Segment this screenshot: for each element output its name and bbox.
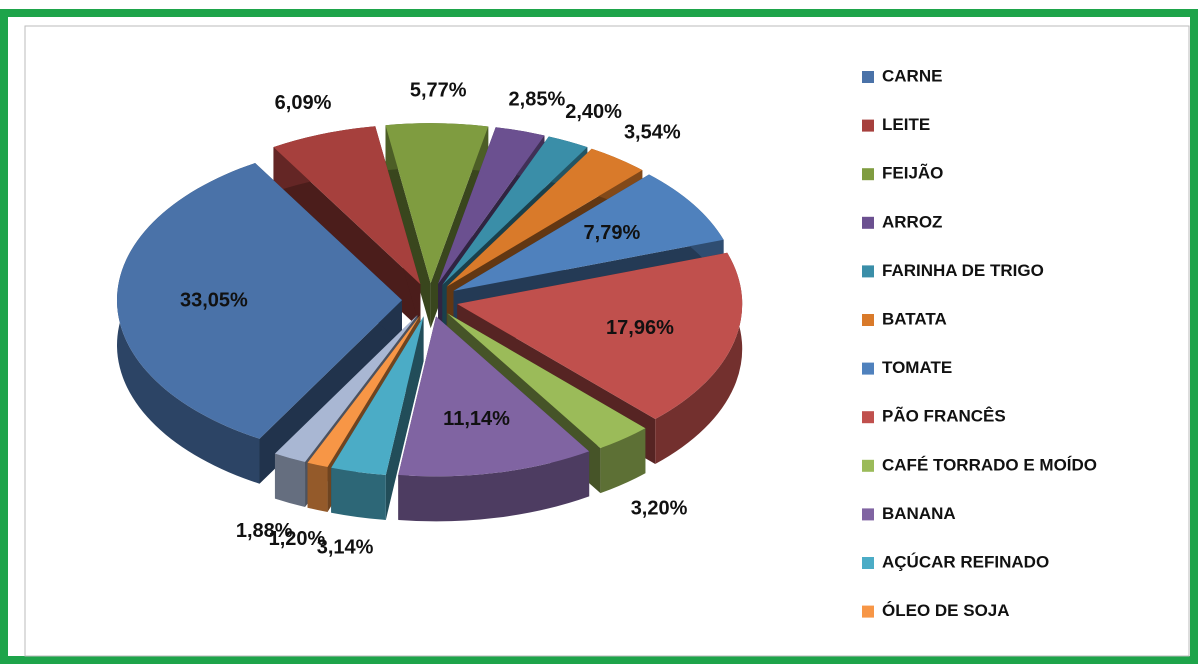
slice [446, 148, 643, 287]
slice [307, 315, 420, 468]
legend-label: CARNE [882, 66, 942, 85]
legend-swatch [862, 557, 874, 569]
data-label: 11,14% [443, 408, 510, 430]
data-label: 3,14% [317, 537, 374, 559]
legend-label: TOMATE [882, 358, 952, 377]
legend-label: LEITE [882, 115, 930, 134]
data-label: 2,40% [565, 101, 622, 123]
legend-label: BANANA [882, 504, 956, 523]
slice [438, 127, 545, 284]
data-label: 3,54% [624, 121, 681, 143]
slice [385, 123, 489, 284]
legend-swatch [862, 168, 874, 181]
slice-side [385, 125, 431, 329]
slice-wall [600, 428, 646, 494]
slice [273, 126, 421, 285]
legend-swatch [862, 265, 874, 278]
legend-label: ARROZ [882, 212, 942, 231]
legend-swatch [862, 508, 874, 521]
slice [447, 313, 646, 449]
slice [117, 163, 403, 439]
data-label: 5,77% [410, 80, 467, 102]
slice-side [307, 315, 420, 508]
legend-label: FARINHA DE TRIGO [882, 261, 1044, 280]
data-label: 2,85% [509, 88, 566, 110]
legend-swatch [862, 216, 874, 229]
legend-label: BATATA [882, 309, 947, 328]
legend-label: ÓLEO DE SOJA [882, 601, 1010, 620]
data-label: 17,96% [606, 317, 674, 339]
slice-wall [274, 453, 306, 508]
legend-swatch [862, 362, 874, 375]
legend-swatch [862, 411, 874, 424]
slice-wall [331, 467, 386, 520]
legend-swatch [862, 314, 874, 326]
data-label: 1,20% [269, 528, 326, 550]
legend-label: CAFÉ TORRADO E MOÍDO [882, 455, 1097, 474]
data-label: 6,09% [275, 92, 332, 114]
slice [398, 316, 590, 477]
data-label: 3,20% [631, 497, 688, 519]
data-label: 7,79% [584, 222, 641, 244]
legend-swatch [862, 459, 874, 472]
slice [274, 315, 418, 463]
slice-wall [398, 451, 590, 522]
legend-swatch [862, 71, 874, 83]
legend-label: FEIJÃO [882, 163, 943, 183]
slice-wall [307, 462, 328, 513]
slice [457, 252, 743, 420]
legend-label: AÇÚCAR REFINADO [882, 552, 1049, 571]
slice [331, 316, 424, 475]
legend-swatch [862, 605, 874, 618]
data-label: 1,88% [236, 520, 293, 542]
slice [453, 174, 724, 291]
legend-label: PÃO FRANCÊS [882, 406, 1006, 426]
slice-wall [655, 252, 743, 465]
slice [442, 136, 588, 285]
data-label: 33,05% [180, 289, 248, 311]
legend-swatch [862, 119, 874, 132]
